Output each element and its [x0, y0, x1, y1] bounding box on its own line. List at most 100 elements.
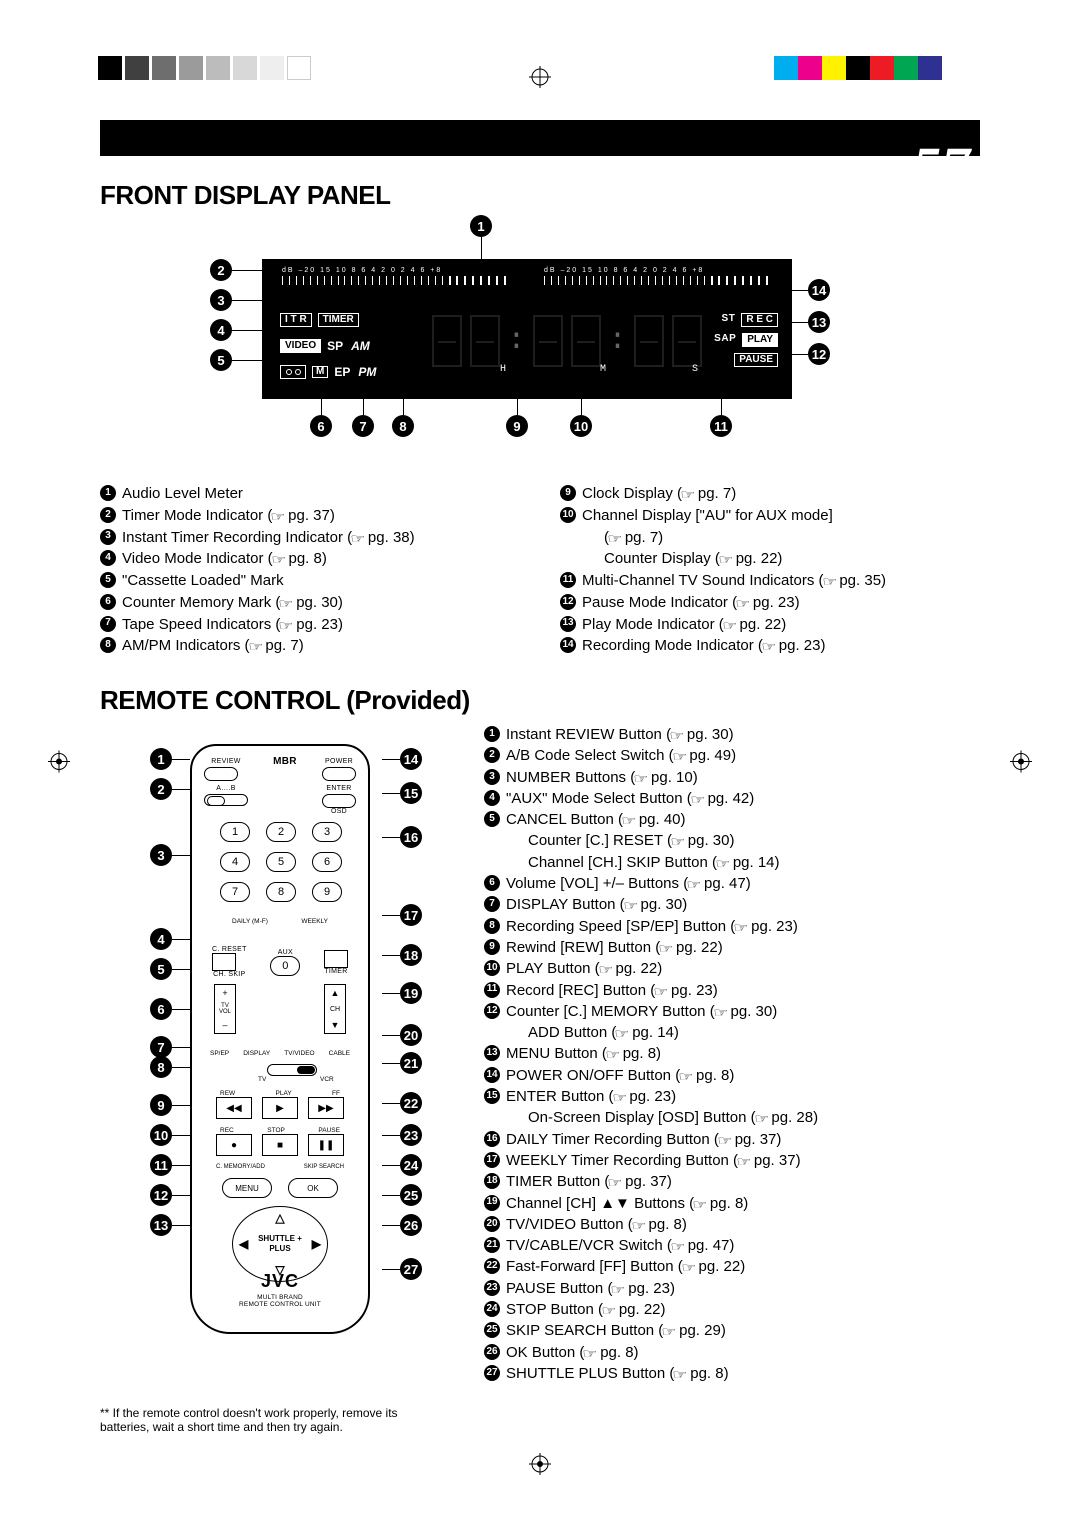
callout-bubble: 8 [150, 1056, 172, 1078]
header-bar: 57 [100, 120, 980, 156]
callout-number-icon: 6 [484, 875, 500, 891]
m-chip: M [312, 366, 328, 378]
callout-number-icon: 4 [100, 550, 116, 566]
callout-item: 9Clock Display (☞ pg. 7) [560, 483, 980, 505]
sp-indicator: SP [327, 339, 343, 353]
callout-item: 11Record [REC] Button (☞ pg. 23) [484, 980, 980, 1001]
footnote: ** If the remote control doesn't work pr… [100, 1406, 440, 1434]
callout-bubble: 5 [210, 349, 232, 371]
registration-target-bottom [529, 1453, 551, 1480]
callout-number-icon: 8 [484, 918, 500, 934]
callout-number-icon: 5 [100, 572, 116, 588]
callout-bubble: 3 [150, 844, 172, 866]
power-button [322, 767, 356, 781]
front-panel-diagram: 1 dB –20 15 10 8 6 4 2 0 2 4 6 +8 dB –20… [100, 219, 980, 479]
callout-bubble: 5 [150, 958, 172, 980]
remote-body: REVIEW A….B MBR POWER ENTER OSD 123 456 … [190, 744, 370, 1334]
callout-item: 26OK Button (☞ pg. 8) [484, 1342, 980, 1363]
callout-bubble: 24 [400, 1154, 422, 1176]
ep-indicator: EP [334, 365, 350, 379]
callout-number-icon: 1 [100, 485, 116, 501]
review-button [204, 767, 238, 781]
page-content: 57 FRONT DISPLAY PANEL 1 dB –20 15 10 8 … [100, 120, 980, 1448]
audio-meter-left: dB –20 15 10 8 6 4 2 0 2 4 6 +8 [282, 267, 512, 289]
callout-item: 7DISPLAY Button (☞ pg. 30) [484, 894, 980, 915]
callout-item: 18TIMER Button (☞ pg. 37) [484, 1171, 980, 1192]
callout-item: 5"Cassette Loaded" Mark [100, 570, 520, 592]
remote-diagram: REVIEW A….B MBR POWER ENTER OSD 123 456 … [100, 724, 460, 1424]
callout-number-icon: 19 [484, 1195, 500, 1211]
callout-number-icon: 12 [484, 1003, 500, 1019]
callout-bubble: 7 [352, 415, 374, 437]
callout-item: 8AM/PM Indicators (☞ pg. 7) [100, 635, 520, 657]
callout-item: 16DAILY Timer Recording Button (☞ pg. 37… [484, 1129, 980, 1150]
menu-button: MENU [222, 1178, 272, 1198]
audio-meter-right: dB –20 15 10 8 6 4 2 0 2 4 6 +8 [544, 267, 774, 289]
registration-target-right [1010, 751, 1032, 778]
ok-button: OK [288, 1178, 338, 1198]
ch-buttons: ▲CH▼ [324, 984, 346, 1034]
callout-bubble: 7 [150, 1036, 172, 1058]
callout-bubble: 25 [400, 1184, 422, 1206]
callout-item: 2Timer Mode Indicator (☞ pg. 37) [100, 505, 520, 527]
callout-item: 8Recording Speed [SP/EP] Button (☞ pg. 2… [484, 916, 980, 937]
callout-number-icon: 2 [100, 507, 116, 523]
callout-bubble: 10 [570, 415, 592, 437]
callout-bubble: 21 [400, 1052, 422, 1074]
callout-number-icon: 5 [484, 811, 500, 827]
callout-item: 4Video Mode Indicator (☞ pg. 8) [100, 548, 520, 570]
callout-bubble: 4 [210, 319, 232, 341]
callout-bubble: 13 [150, 1214, 172, 1236]
callout-number-icon: 15 [484, 1088, 500, 1104]
callout-number-icon: 17 [484, 1152, 500, 1168]
callout-number-icon: 23 [484, 1280, 500, 1296]
callout-number-icon: 8 [100, 637, 116, 653]
callout-item: 11Multi-Channel TV Sound Indicators (☞ p… [560, 570, 980, 592]
callout-item: 21TV/CABLE/VCR Switch (☞ pg. 47) [484, 1235, 980, 1256]
remote-descriptions: 1Instant REVIEW Button (☞ pg. 30)2A/B Co… [484, 724, 980, 1424]
tv-vcr-switch [267, 1064, 317, 1076]
callout-number-icon: 16 [484, 1131, 500, 1147]
callout-bubble: 20 [400, 1024, 422, 1046]
callout-number-icon: 4 [484, 790, 500, 806]
callout-item: 17WEEKLY Timer Recording Button (☞ pg. 3… [484, 1150, 980, 1171]
callout-item: 25SKIP SEARCH Button (☞ pg. 29) [484, 1320, 980, 1341]
callout-number-icon: 25 [484, 1322, 500, 1338]
callout-number-icon: 9 [484, 939, 500, 955]
callout-item: 10Channel Display ["AU" for AUX mode](☞ … [560, 505, 980, 570]
page-number: 57 [912, 134, 970, 201]
callout-bubble: 6 [150, 998, 172, 1020]
callout-item: 12Counter [C.] MEMORY Button (☞ pg. 30)A… [484, 1001, 980, 1044]
callout-bubble: 12 [150, 1184, 172, 1206]
callout-bubble: 14 [400, 748, 422, 770]
callout-number-icon: 27 [484, 1365, 500, 1381]
callout-item: 24STOP Button (☞ pg. 22) [484, 1299, 980, 1320]
callout-item: 14POWER ON/OFF Button (☞ pg. 8) [484, 1065, 980, 1086]
callout-item: 6Volume [VOL] +/– Buttons (☞ pg. 47) [484, 873, 980, 894]
callout-item: 4"AUX" Mode Select Button (☞ pg. 42) [484, 788, 980, 809]
remote-heading: REMOTE CONTROL (Provided) [100, 685, 980, 716]
callout-item: 14Recording Mode Indicator (☞ pg. 23) [560, 635, 980, 657]
callout-item: 1Instant REVIEW Button (☞ pg. 30) [484, 724, 980, 745]
itr-chip: I T R [280, 313, 312, 327]
callout-bubble: 4 [150, 928, 172, 950]
callout-item: 9Rewind [REW] Button (☞ pg. 22) [484, 937, 980, 958]
callout-number-icon: 7 [100, 616, 116, 632]
crop-marks [98, 56, 982, 100]
callout-number-icon: 14 [560, 637, 576, 653]
callout-bubble: 17 [400, 904, 422, 926]
front-panel-descriptions: 1Audio Level Meter2Timer Mode Indicator … [100, 483, 980, 657]
timer-button [324, 950, 348, 968]
callout-number-icon: 12 [560, 594, 576, 610]
callout-bubble: 15 [400, 782, 422, 804]
callout-number-icon: 3 [100, 529, 116, 545]
callout-bubble: 18 [400, 944, 422, 966]
callout-item: 2A/B Code Select Switch (☞ pg. 49) [484, 745, 980, 766]
callout-number-icon: 24 [484, 1301, 500, 1317]
callout-item: 3Instant Timer Recording Indicator (☞ pg… [100, 527, 520, 549]
callout-item: 12Pause Mode Indicator (☞ pg. 23) [560, 592, 980, 614]
callout-bubble: 13 [808, 311, 830, 333]
callout-bubble: 12 [808, 343, 830, 365]
callout-number-icon: 13 [484, 1045, 500, 1061]
callout-bubble: 1 [150, 748, 172, 770]
